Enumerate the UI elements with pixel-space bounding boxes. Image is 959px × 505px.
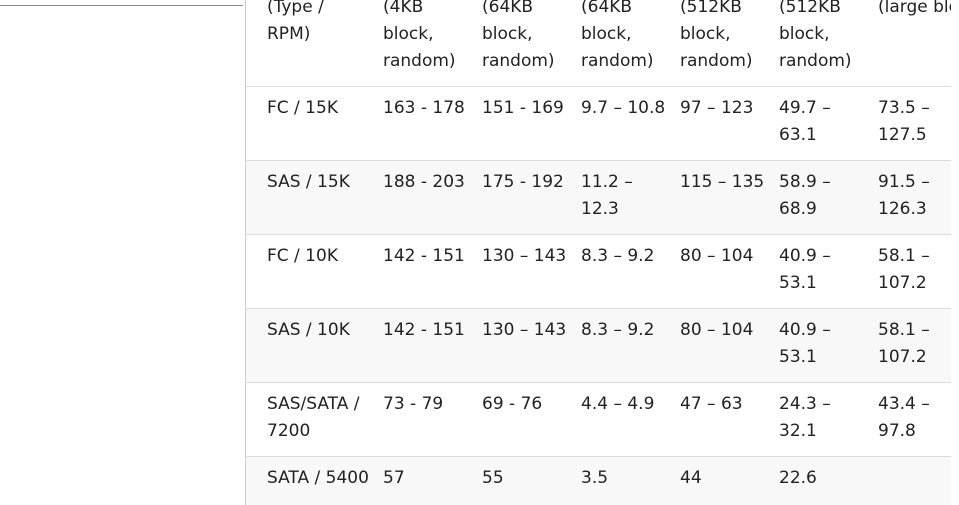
table-row: SAS/SATA / 7200 73 - 79 69 - 76 4.4 – 4.9 47… (246, 383, 951, 457)
table-container: (Type / RPM) (4KB block, random) (64KB blo… (245, 0, 951, 505)
table-row: SAS / 10K 142 - 151 130 – 143 8.3 – 9.2 80 –… (246, 308, 951, 383)
table-cell: 8.3 – 9.2 (581, 246, 655, 266)
header-cell: (512KB block, random) (769, 0, 868, 87)
header-cell: (4KB block, random) (373, 0, 472, 87)
table-cell: 58.9 – 68.9 (779, 172, 831, 219)
table-cell: 69 - 76 (482, 394, 543, 414)
table-cell (868, 457, 951, 505)
table-cell: 44 (680, 468, 702, 488)
table-cell: 163 - 178 (383, 98, 465, 118)
table-cell: 73.5 – 127.5 (878, 98, 930, 145)
table-cell: FC / 15K (267, 98, 338, 118)
table-cell: 57 (383, 468, 405, 488)
table-cell: 97 – 123 (680, 98, 754, 118)
table-cell: SAS/SATA / 7200 (267, 394, 360, 441)
table-cell: 80 – 104 (680, 246, 754, 266)
table-cell: 151 - 169 (482, 98, 564, 118)
table-cell: 130 – 143 (482, 246, 567, 266)
table-cell: 142 - 151 (383, 246, 465, 266)
table-cell: 58.1 – 107.2 (878, 320, 930, 367)
table-cell: 73 - 79 (383, 394, 444, 414)
table-cell: 9.7 – 10.8 (581, 98, 666, 118)
table-cell: 22.6 (779, 468, 817, 488)
header-cell: (Type / RPM) (246, 0, 373, 87)
header-cell: (large block, sequenti (868, 0, 951, 87)
table-cell: 47 – 63 (680, 394, 743, 414)
table-cell: 49.7 – 63.1 (779, 98, 831, 145)
table-cell: FC / 10K (267, 246, 338, 266)
table-cell: 11.2 – 12.3 (581, 172, 633, 219)
table-row: FC / 10K 142 - 151 130 – 143 8.3 – 9.2 80 – … (246, 235, 951, 309)
table-body: FC / 15K 163 - 178 151 - 169 9.7 – 10.8 97 –… (246, 87, 951, 505)
table-cell: SAS / 15K (267, 172, 350, 192)
table-row: FC / 15K 163 - 178 151 - 169 9.7 – 10.8 97 –… (246, 87, 951, 161)
table-cell: 8.3 – 9.2 (581, 320, 655, 340)
header-row: (Type / RPM) (4KB block, random) (64KB blo… (246, 0, 951, 87)
table-cell: 188 - 203 (383, 172, 465, 192)
table-cell: 40.9 – 53.1 (779, 320, 831, 367)
table-cell: 4.4 – 4.9 (581, 394, 655, 414)
table-cell: 91.5 – 126.3 (878, 172, 930, 219)
table-cell: 142 - 151 (383, 320, 465, 340)
table-cell: 175 - 192 (482, 172, 564, 192)
table-row: SAS / 15K 188 - 203 175 - 192 11.2 – 12.3 11… (246, 160, 951, 235)
table-cell: 115 – 135 (680, 172, 765, 192)
table: (Type / RPM) (4KB block, random) (64KB blo… (246, 0, 951, 505)
table-cell: SAS / 10K (267, 320, 350, 340)
header-cell: (512KB block, random) (670, 0, 769, 87)
table-cell: 130 – 143 (482, 320, 567, 340)
table-cell: 3.5 (581, 468, 609, 488)
header-cell: (64KB block, random) (472, 0, 571, 87)
table-cell: SATA / 5400 (267, 468, 369, 488)
table-cell: 43.4 – 97.8 (878, 394, 930, 441)
table-cell: 80 – 104 (680, 320, 754, 340)
table-cell: 55 (482, 468, 504, 488)
table-cell: 40.9 – 53.1 (779, 246, 831, 293)
table-cell: 58.1 – 107.2 (878, 246, 930, 293)
table-row: SATA / 5400 57 55 3.5 44 22.6 (246, 456, 951, 505)
table-cell: 24.3 – 32.1 (779, 394, 831, 441)
divider (0, 5, 243, 6)
header-cell: (64KB block, random) (571, 0, 670, 87)
